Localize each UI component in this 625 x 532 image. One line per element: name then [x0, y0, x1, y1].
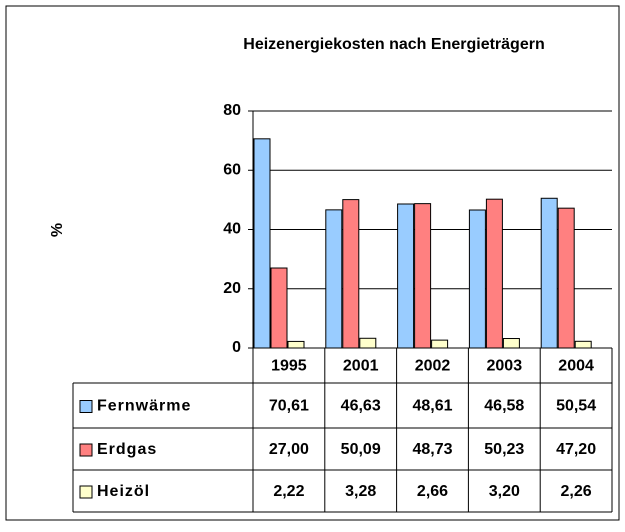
- bar: [468, 209, 486, 349]
- x-tick-label: 2003: [487, 358, 523, 375]
- data-label: 2,22: [273, 483, 304, 500]
- data-label: 2,66: [417, 483, 448, 500]
- data-label: 46,58: [484, 398, 524, 415]
- data-label: 50,09: [341, 441, 381, 458]
- bar: [359, 337, 377, 349]
- data-label: 3,20: [489, 483, 520, 500]
- x-tick-label: 2002: [415, 358, 451, 375]
- y-tick-label: 20: [223, 280, 241, 297]
- y-tick-label: 80: [223, 102, 241, 119]
- data-label: 46,63: [341, 398, 381, 415]
- bar: [540, 197, 558, 349]
- legend-swatch: [79, 443, 93, 457]
- bar: [397, 203, 415, 349]
- data-label: 50,54: [556, 398, 596, 415]
- bar: [253, 138, 271, 349]
- y-tick-label: 60: [223, 161, 241, 178]
- legend-label: Heizöl: [97, 483, 150, 500]
- legend-label: Erdgas: [97, 441, 157, 458]
- bar: [414, 203, 432, 349]
- chart-frame: [5, 5, 620, 521]
- legend-swatch: [79, 400, 93, 413]
- legend-label: Fernwärme: [97, 398, 191, 415]
- x-tick-label: 1995: [271, 358, 307, 375]
- data-label: 3,28: [345, 483, 376, 500]
- y-tick-label: 0: [232, 339, 241, 356]
- data-label: 48,73: [412, 441, 452, 458]
- x-tick-label: 2001: [343, 358, 379, 375]
- bar: [431, 339, 449, 349]
- data-label: 70,61: [269, 398, 309, 415]
- data-label: 47,20: [556, 441, 596, 458]
- x-tick-label: 2004: [558, 358, 594, 375]
- data-label: 2,26: [561, 483, 592, 500]
- bar: [270, 267, 288, 349]
- bar: [502, 338, 520, 349]
- bar: [287, 340, 305, 349]
- bar: [557, 207, 575, 349]
- bar: [342, 199, 360, 349]
- y-tick-label: 40: [223, 221, 241, 238]
- data-label: 27,00: [269, 441, 309, 458]
- y-axis-label: %: [49, 223, 66, 237]
- bar: [485, 198, 503, 349]
- bar: [574, 340, 592, 349]
- data-label: 48,61: [412, 398, 452, 415]
- legend-swatch: [79, 485, 93, 499]
- chart-title: Heizenergiekosten nach Energieträgern: [243, 36, 544, 53]
- data-label: 50,23: [484, 441, 524, 458]
- bar: [325, 209, 343, 349]
